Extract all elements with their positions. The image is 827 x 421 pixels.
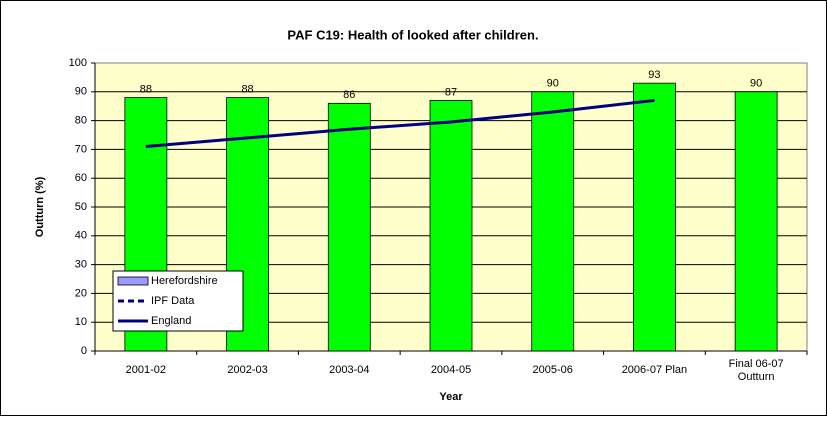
- x-tick-label: 2001-02: [126, 364, 166, 376]
- x-tick-label-line: Outturn: [738, 371, 775, 383]
- data-label: 87: [445, 86, 457, 98]
- data-label: 86: [343, 89, 355, 101]
- data-label: 88: [241, 83, 253, 95]
- line: [145, 98, 655, 149]
- bar: [633, 82, 676, 352]
- y-tick-label: 0: [81, 345, 87, 357]
- y-tick-label: 80: [75, 115, 87, 127]
- y-tick-label: 50: [75, 201, 87, 213]
- bar: [531, 91, 575, 352]
- y-tick-label: 90: [75, 86, 87, 98]
- y-tick-label: 20: [75, 287, 87, 299]
- legend-label: England: [151, 315, 191, 327]
- x-tick-label: 2002-03: [227, 364, 267, 376]
- y-tick-label: 10: [75, 316, 87, 328]
- x-tick-label: 2003-04: [329, 364, 369, 376]
- chart-title: PAF C19: Health of looked after children…: [287, 27, 538, 42]
- y-tick-label: 70: [75, 143, 87, 155]
- data-label: 90: [750, 78, 762, 90]
- legend-label: IPF Data: [151, 295, 195, 307]
- x-tick-label: 2005-06: [533, 364, 573, 376]
- data-label: 88: [140, 83, 152, 95]
- legend-label: Herefordshire: [151, 275, 218, 287]
- bar: [734, 91, 778, 352]
- x-axis-label: Year: [439, 391, 463, 403]
- y-tick-label: 60: [75, 172, 87, 184]
- data-label: 93: [648, 69, 660, 81]
- y-tick-label: 40: [75, 230, 87, 242]
- x-tick-label: Final 06-07 Outturn: [729, 358, 784, 383]
- x-tick-label: 2004-05: [431, 364, 471, 376]
- data-label: 90: [547, 78, 559, 90]
- x-tick-label-line: Final 06-07: [729, 358, 784, 370]
- bar: [327, 102, 371, 352]
- bar: [429, 100, 473, 352]
- y-tick-label: 100: [69, 57, 87, 69]
- y-axis-label: Outturn (%): [34, 176, 46, 237]
- legend-swatch: [117, 276, 149, 286]
- y-tick-label: 30: [75, 259, 87, 271]
- x-tick-label: 2006-07 Plan: [622, 364, 687, 376]
